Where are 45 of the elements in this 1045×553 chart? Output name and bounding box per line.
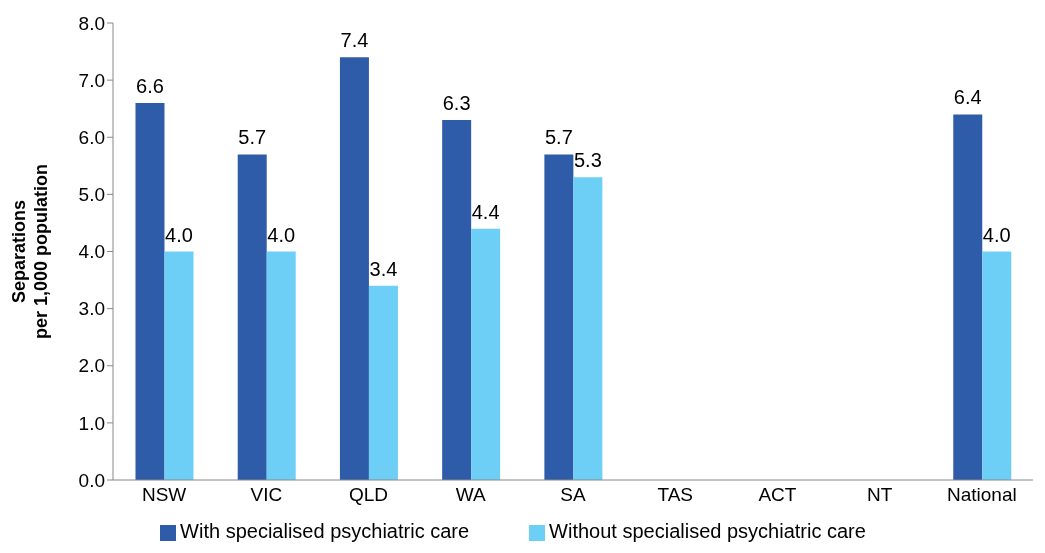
x-tick-label: National: [947, 484, 1017, 506]
data-label: 4.4: [471, 200, 500, 223]
x-tick-label: TAS: [657, 484, 693, 506]
bar: [953, 114, 983, 480]
y-tick-label: 6.0: [78, 126, 105, 148]
data-label: 6.6: [136, 74, 164, 97]
y-tick-label: 3.0: [78, 298, 105, 320]
bar: [442, 120, 472, 480]
x-tick-label: QLD: [349, 484, 389, 506]
bar: [368, 285, 398, 480]
legend-label: With specialised psychiatric care: [180, 520, 470, 542]
bar: [135, 102, 165, 480]
y-tick-label: 2.0: [78, 355, 105, 377]
y-tick-label: 1.0: [78, 412, 105, 434]
y-axis-title: Separations per 1,000 population: [9, 163, 51, 340]
data-label: 7.4: [340, 29, 369, 52]
x-tick-label: ACT: [758, 484, 797, 506]
x-tick-label: VIC: [250, 484, 283, 506]
x-tick-label: WA: [455, 484, 487, 506]
data-label: 6.4: [953, 86, 982, 109]
data-label: 4.0: [267, 223, 296, 246]
y-tick-label: 4.0: [78, 241, 105, 263]
y-tick-label: 0.0: [78, 469, 105, 491]
legend-label: Without specialised psychiatric care: [549, 520, 866, 542]
x-tick-label: SA: [560, 484, 586, 506]
bar: [339, 57, 369, 480]
data-label: 5.7: [238, 126, 267, 149]
data-label: 4.0: [982, 223, 1011, 246]
bar: [573, 177, 603, 480]
y-tick-label: 7.0: [78, 69, 105, 91]
bar: [544, 154, 574, 480]
bar: [266, 251, 296, 480]
data-label: 5.7: [544, 126, 573, 149]
y-tick-label: 8.0: [78, 12, 105, 34]
y-tick-label: 5.0: [78, 184, 105, 206]
bar: [164, 251, 194, 480]
data-label: 3.4: [369, 257, 398, 280]
data-label: 6.3: [442, 92, 471, 115]
x-tick-label: NSW: [141, 484, 187, 506]
data-label: 5.3: [573, 149, 602, 172]
bar: [471, 228, 501, 480]
data-label: 4.0: [165, 223, 193, 246]
bar: [982, 251, 1012, 480]
x-tick-label: NT: [867, 484, 893, 506]
bar: [237, 154, 267, 480]
